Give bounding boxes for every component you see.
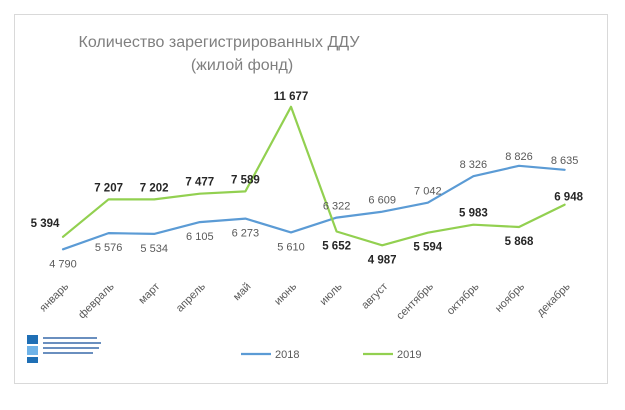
data-label-2019-июнь: 11 677 — [274, 91, 309, 103]
legend-label-2018: 2018 — [275, 349, 299, 361]
series-line-2019 — [61, 105, 566, 247]
data-label-2018-ноябрь: 8 826 — [505, 151, 533, 163]
logo — [27, 335, 101, 363]
data-label-2018-январь: 4 790 — [49, 258, 77, 270]
x-tick-label: февраль — [76, 280, 117, 321]
chart-subtitle: (жилой фонд) — [191, 57, 293, 74]
x-tick-label: июль — [318, 280, 345, 307]
legend: 2018 2019 — [241, 349, 421, 361]
x-tick-label: март — [136, 281, 162, 307]
data-label-2019-октябрь: 5 983 — [459, 208, 488, 220]
x-tick-label: апрель — [174, 280, 208, 314]
data-label-2019-август: 4 987 — [368, 254, 397, 266]
x-tick-label: январь — [37, 280, 71, 314]
data-label-2019-июль: 5 652 — [322, 241, 351, 253]
data-label-2019-ноябрь: 5 868 — [505, 236, 534, 248]
data-label-2018-апрель: 6 105 — [186, 231, 214, 243]
data-label-2019-декабрь: 6 948 — [554, 192, 583, 204]
rosreestr-logo-icon — [27, 335, 38, 363]
data-label-2018-декабрь: 8 635 — [551, 155, 579, 167]
series-line-2018 — [61, 164, 566, 251]
data-label-2018-май: 6 273 — [232, 228, 260, 240]
data-label-2018-март: 5 534 — [140, 243, 168, 255]
legend-label-2019: 2019 — [397, 349, 421, 361]
x-tick-label: декабрь — [535, 280, 573, 318]
x-tick-label: октябрь — [445, 280, 482, 317]
data-label-2018-август: 6 609 — [368, 195, 396, 207]
x-tick-label: май — [231, 281, 254, 304]
logo-text — [43, 337, 101, 354]
series-lines — [61, 105, 566, 251]
chart-title: Количество зарегистрированных ДДУ — [79, 34, 361, 51]
data-label-2019-март: 7 202 — [140, 182, 169, 194]
data-label-2018-июль: 6 322 — [323, 201, 351, 213]
x-tick-label: июнь — [272, 280, 299, 307]
data-label-2018-июнь: 5 610 — [277, 241, 305, 253]
chart-svg: Количество зарегистрированных ДДУ (жилой… — [27, 34, 584, 363]
data-label-2018-октябрь: 8 326 — [460, 159, 488, 171]
x-axis-ticks: январь февраль март апрель май июнь июль август… — [37, 280, 573, 322]
x-tick-label: ноябрь — [493, 280, 527, 314]
data-label-2018-февраль: 5 576 — [95, 242, 123, 254]
data-label-2018-сентябрь: 7 042 — [414, 186, 442, 198]
data-label-2019-январь: 5 394 — [31, 218, 60, 230]
data-label-2019-апрель: 7 477 — [185, 177, 214, 189]
data-label-2019-февраль: 7 207 — [94, 182, 123, 194]
x-tick-label: сентябрь — [394, 280, 436, 322]
data-label-2019-май: 7 589 — [231, 174, 260, 186]
data-labels: 4 790 5 576 5 534 6 105 6 273 5 610 6 322 6 609… — [31, 91, 584, 270]
data-label-2019-сентябрь: 5 594 — [413, 242, 442, 254]
x-tick-label: август — [359, 281, 390, 312]
chart-container: Количество зарегистрированных ДДУ (жилой… — [14, 14, 608, 384]
